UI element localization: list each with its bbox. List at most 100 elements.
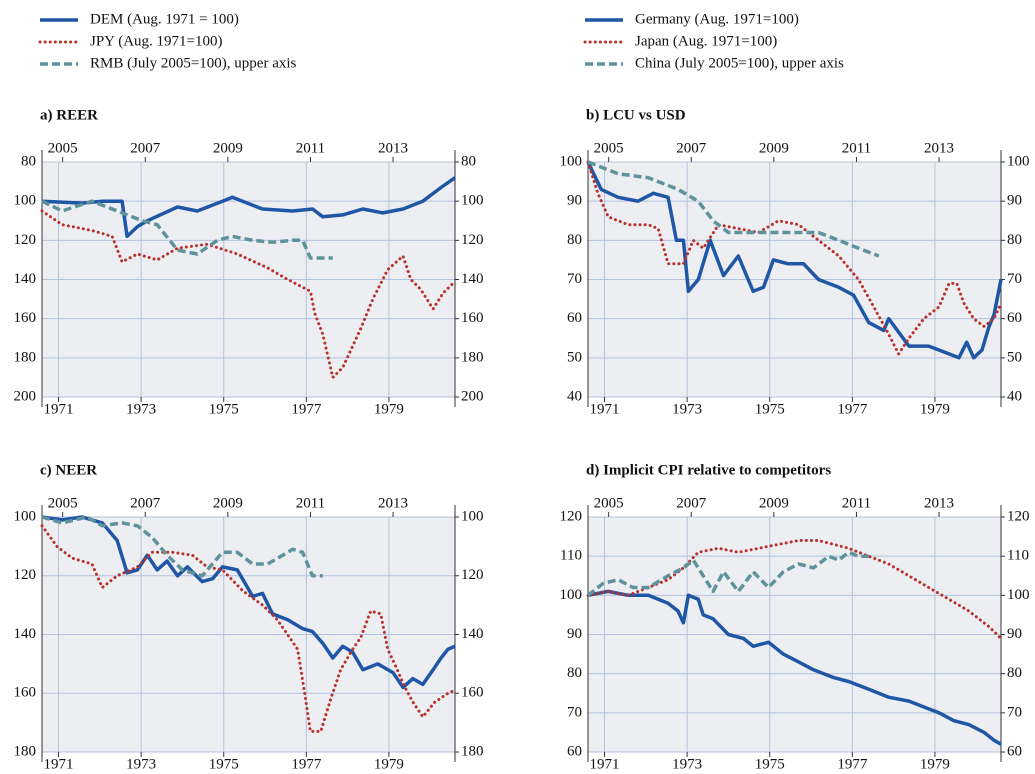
y2-tick-label: 120 — [1007, 508, 1030, 524]
legend-label: DEM (Aug. 1971 = 100) — [90, 11, 239, 27]
y2-tick-label: 80 — [1007, 232, 1022, 248]
x-tick-label: 1973 — [672, 756, 702, 772]
x-tick-label: 1979 — [374, 756, 404, 772]
panel-title: b) LCU vs USD — [586, 107, 686, 123]
x2-tick-label: 2007 — [130, 495, 161, 511]
y2-tick-label: 100 — [461, 193, 484, 209]
y2-tick-label: 110 — [1007, 548, 1029, 564]
series-line — [587, 589, 1002, 746]
y-tick-label: 160 — [14, 685, 37, 701]
x-tick-label: 1971 — [44, 756, 74, 772]
y-tick-label: 40 — [567, 388, 582, 404]
y-tick-label: 100 — [560, 587, 583, 603]
x2-tick-label: 2009 — [213, 495, 243, 511]
y-tick-label: 120 — [560, 508, 583, 524]
series-line — [40, 209, 457, 379]
y-tick-label: 100 — [14, 508, 37, 524]
panel-title: d) Implicit CPI relative to competitors — [586, 462, 831, 478]
y2-tick-label: 160 — [461, 310, 484, 326]
series-line — [41, 515, 456, 690]
x-tick-label: 1977 — [291, 756, 322, 772]
series-line — [41, 199, 333, 260]
y-tick-label: 100 — [560, 153, 583, 169]
x2-tick-label: 2011 — [842, 495, 871, 511]
y-tick-label: 80 — [21, 153, 36, 169]
legend-label: RMB (July 2005=100), upper axis — [90, 55, 297, 71]
y2-tick-label: 200 — [461, 388, 484, 404]
y-tick-label: 70 — [567, 704, 582, 720]
y2-tick-label: 70 — [1007, 704, 1022, 720]
x2-tick-label: 2013 — [378, 495, 408, 511]
y2-tick-label: 140 — [461, 271, 484, 287]
y2-tick-label: 80 — [1007, 665, 1022, 681]
y-tick-label: 80 — [567, 665, 582, 681]
legend-label: JPY (Aug. 1971=100) — [90, 33, 223, 49]
x-tick-label: 1973 — [126, 401, 156, 417]
x-tick-label: 1975 — [209, 401, 239, 417]
x-tick-label: 1971 — [590, 756, 620, 772]
y2-tick-label: 100 — [1007, 153, 1030, 169]
x-tick-label: 1975 — [755, 401, 785, 417]
x-tick-label: 1973 — [126, 756, 156, 772]
series-line — [587, 160, 880, 258]
legend-label: Germany (Aug. 1971=100) — [635, 11, 799, 27]
x2-tick-label: 2007 — [676, 495, 707, 511]
x2-tick-label: 2007 — [130, 140, 161, 156]
x2-tick-label: 2011 — [296, 140, 325, 156]
y2-tick-label: 80 — [461, 153, 476, 169]
y2-tick-label: 140 — [461, 626, 484, 642]
y-tick-label: 80 — [567, 232, 582, 248]
series-line — [586, 160, 1003, 356]
x2-tick-label: 2009 — [759, 140, 789, 156]
series-line — [586, 161, 1003, 360]
x-tick-label: 1975 — [209, 756, 239, 772]
y-tick-label: 100 — [14, 193, 37, 209]
y-tick-label: 120 — [14, 567, 37, 583]
y2-tick-label: 180 — [461, 743, 484, 759]
x2-tick-label: 2013 — [924, 495, 954, 511]
y2-tick-label: 70 — [1007, 271, 1022, 287]
series-line — [40, 524, 457, 733]
x-tick-label: 1979 — [920, 401, 950, 417]
y2-tick-label: 90 — [1007, 626, 1022, 642]
y-tick-label: 120 — [14, 232, 37, 248]
y-tick-label: 70 — [567, 271, 582, 287]
x2-tick-label: 2005 — [594, 140, 624, 156]
y2-tick-label: 120 — [461, 232, 484, 248]
x2-tick-label: 2009 — [213, 140, 243, 156]
x2-tick-label: 2013 — [924, 140, 954, 156]
x2-tick-label: 2011 — [296, 495, 325, 511]
x2-tick-label: 2005 — [48, 140, 78, 156]
y2-tick-label: 100 — [461, 508, 484, 524]
y-tick-label: 90 — [567, 626, 582, 642]
y-tick-label: 90 — [567, 193, 582, 209]
y-tick-label: 180 — [14, 349, 37, 365]
x2-tick-label: 2005 — [48, 495, 78, 511]
y-tick-label: 140 — [14, 271, 37, 287]
series-line — [586, 550, 869, 597]
panel-title: a) REER — [40, 107, 98, 123]
x-tick-label: 1977 — [837, 401, 868, 417]
y2-tick-label: 90 — [1007, 193, 1022, 209]
x-tick-label: 1977 — [291, 401, 322, 417]
legend-label: China (July 2005=100), upper axis — [635, 55, 844, 71]
x-tick-label: 1971 — [44, 401, 74, 417]
x2-tick-label: 2011 — [842, 140, 871, 156]
series-line — [41, 515, 323, 578]
y2-tick-label: 160 — [461, 685, 484, 701]
y-tick-label: 110 — [560, 548, 582, 564]
series-line — [41, 176, 457, 239]
y2-tick-label: 60 — [1007, 743, 1022, 759]
y2-tick-label: 40 — [1007, 388, 1022, 404]
y2-tick-label: 120 — [461, 567, 484, 583]
x-tick-label: 1971 — [590, 401, 620, 417]
x-tick-label: 1979 — [920, 756, 950, 772]
y2-tick-label: 60 — [1007, 310, 1022, 326]
y-tick-label: 140 — [14, 626, 37, 642]
x-tick-label: 1975 — [755, 756, 785, 772]
y-tick-label: 50 — [567, 349, 582, 365]
y-tick-label: 160 — [14, 310, 37, 326]
legend-label: Japan (Aug. 1971=100) — [635, 33, 777, 49]
x-tick-label: 1979 — [374, 401, 404, 417]
